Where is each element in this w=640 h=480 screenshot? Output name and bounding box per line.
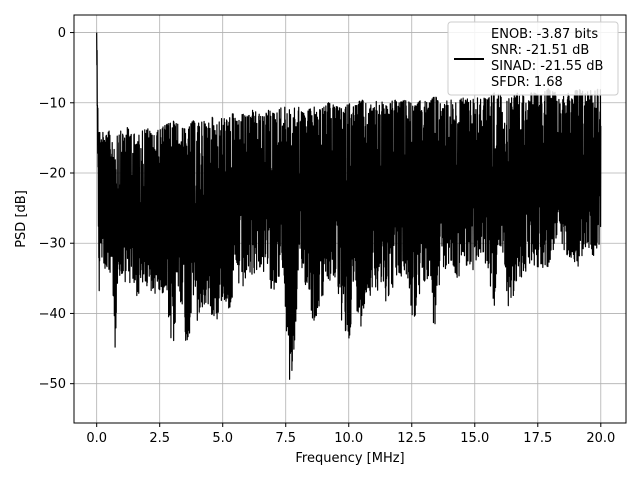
x-tick-label: 2.5 [149, 431, 170, 446]
x-tick-label: 20.0 [586, 431, 615, 446]
x-tick-label: 10.0 [334, 431, 363, 446]
y-tick-label: −20 [39, 167, 66, 182]
y-tick-label: 0 [58, 26, 66, 41]
legend-box [447, 21, 619, 96]
x-tick-label: 17.5 [523, 431, 552, 446]
legend: ENOB: -3.87 bits SNR: -21.51 dB SINAD: -… [447, 21, 619, 96]
x-tick-label: 5.0 [212, 431, 233, 446]
y-tick-label: −40 [39, 307, 66, 322]
x-axis-label: Frequency [MHz] [295, 451, 404, 466]
y-axis-ticks: 0 −10 −20 −30 −40 −50 [39, 26, 74, 392]
y-tick-label: −50 [39, 377, 66, 392]
legend-sinad: SINAD: -21.55 dB [491, 59, 603, 74]
y-tick-label: −10 [39, 96, 66, 111]
x-tick-label: 12.5 [397, 431, 426, 446]
legend-sfdr: SFDR: 1.68 [491, 75, 563, 90]
legend-snr: SNR: -21.51 dB [491, 43, 589, 58]
x-tick-label: 0.0 [86, 431, 107, 446]
y-tick-label: −30 [39, 237, 66, 252]
x-tick-label: 15.0 [460, 431, 489, 446]
x-axis-ticks: 0.0 2.5 5.0 7.5 10.0 12.5 15.0 17.5 20.0 [86, 423, 615, 446]
plot-frame [73, 14, 627, 424]
legend-enob: ENOB: -3.87 bits [491, 27, 598, 42]
y-axis-label: PSD [dB] [14, 190, 29, 248]
x-tick-label: 7.5 [275, 431, 296, 446]
psd-series [96, 32, 602, 380]
psd-line [96, 32, 602, 380]
